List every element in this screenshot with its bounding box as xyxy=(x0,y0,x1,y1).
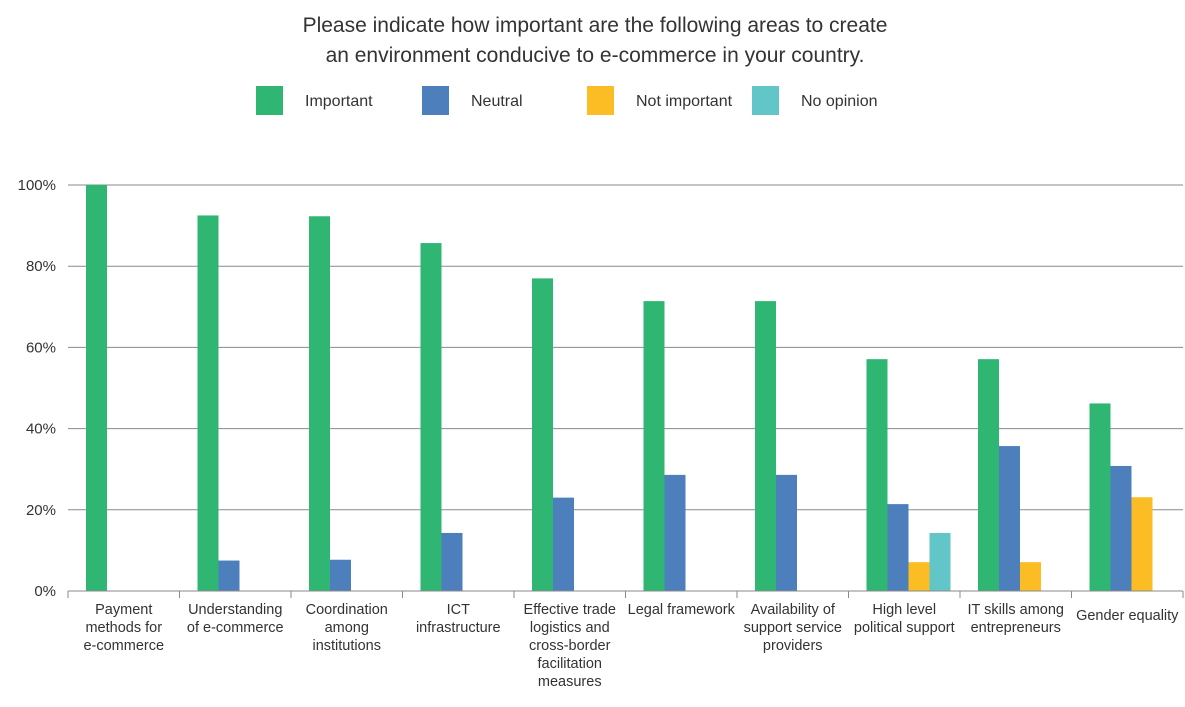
bar xyxy=(197,215,219,591)
y-axis-ticks: 0% 20% 40% 60% 80% 100% xyxy=(18,177,56,600)
legend-label: Not important xyxy=(636,93,733,110)
y-tick-label: 80% xyxy=(26,258,56,275)
x-category-label-line: entrepreneurs xyxy=(971,620,1061,636)
x-category-label: High level political support xyxy=(854,602,955,636)
bar xyxy=(929,532,951,591)
bar xyxy=(908,562,930,591)
legend-swatch xyxy=(422,86,449,115)
bar xyxy=(866,359,888,591)
y-tick-label: 0% xyxy=(34,583,56,600)
x-category-label-line: facilitation xyxy=(538,656,602,672)
x-category-label-line: support service xyxy=(744,620,842,636)
x-category-label-line: among xyxy=(325,620,369,636)
x-category-label-line: High level xyxy=(872,602,936,618)
legend-swatch xyxy=(256,86,283,115)
x-category-label-line: logistics and xyxy=(530,620,610,636)
bar xyxy=(999,446,1020,591)
bar xyxy=(1020,562,1041,591)
x-category-label-line: Effective trade xyxy=(524,602,616,618)
bar xyxy=(1110,465,1132,591)
x-category-label: Availability of support service providers xyxy=(744,602,842,654)
bar xyxy=(309,216,330,591)
x-category-label-line: political support xyxy=(854,620,955,636)
x-category-label: IT skills among entrepreneurs xyxy=(968,602,1064,636)
x-category-label: ICT infrastructure xyxy=(416,602,501,636)
x-category-label-line: institutions xyxy=(312,638,381,654)
x-category-label-line: Availability of xyxy=(751,602,836,618)
x-category-label-line: cross-border xyxy=(529,638,611,654)
x-category-label-line: providers xyxy=(763,638,823,654)
x-category-label-line: infrastructure xyxy=(416,620,501,636)
x-category-label-line: IT skills among xyxy=(968,602,1064,618)
x-axis xyxy=(67,590,1184,598)
x-category-label-line: measures xyxy=(538,674,602,690)
bar xyxy=(420,243,442,591)
x-category-label-line: ICT xyxy=(447,602,471,618)
chart-title-line: an environment conducive to e-commerce i… xyxy=(326,44,865,67)
x-category-label-line: of e-commerce xyxy=(187,620,284,636)
legend-label: No opinion xyxy=(801,93,878,110)
legend-label: Important xyxy=(305,93,373,110)
bar xyxy=(1089,403,1111,591)
y-tick-label: 20% xyxy=(26,502,56,519)
bar xyxy=(887,504,909,591)
bar xyxy=(664,474,686,591)
x-category-label: Gender equality xyxy=(1076,608,1179,624)
bar xyxy=(86,185,107,591)
legend-swatch xyxy=(587,86,614,115)
x-category-label-line: Coordination xyxy=(306,602,388,618)
legend-item: Neutral xyxy=(422,86,523,115)
chart-title-line: Please indicate how important are the fo… xyxy=(303,14,888,37)
x-category-label-line: methods for xyxy=(85,620,162,636)
x-category-label-line: e-commerce xyxy=(83,638,164,654)
legend-swatch xyxy=(752,86,779,115)
bar xyxy=(532,278,553,591)
y-tick-label: 60% xyxy=(26,339,56,356)
x-category-label: Legal framework xyxy=(628,602,736,618)
x-category-label-line: Gender equality xyxy=(1076,608,1179,624)
y-tick-label: 40% xyxy=(26,421,56,438)
legend-item: Not important xyxy=(587,86,733,115)
bar xyxy=(218,560,240,591)
chart-legend: Important Neutral Not important No opinion xyxy=(256,86,878,115)
bar xyxy=(441,532,463,591)
x-category-label-line: Understanding xyxy=(188,602,282,618)
x-category-label: Payment methods for e-commerce xyxy=(83,602,164,654)
bar xyxy=(1131,497,1153,591)
x-category-label: Coordination among institutions xyxy=(306,602,388,654)
bar xyxy=(330,559,351,591)
bar xyxy=(553,497,574,591)
bar xyxy=(755,301,776,591)
bar xyxy=(978,359,999,591)
y-tick-label: 100% xyxy=(18,177,56,194)
bar xyxy=(776,474,797,591)
x-category-label-line: Payment xyxy=(95,602,152,618)
x-category-label: Understanding of e-commerce xyxy=(187,602,284,636)
x-category-label: Effective trade logistics and cross-border… xyxy=(524,602,616,690)
legend-item: Important xyxy=(256,86,373,115)
category-labels: Payment methods for e-commerce Understandin… xyxy=(83,602,1179,690)
legend-label: Neutral xyxy=(471,93,523,110)
bars xyxy=(86,185,1153,591)
x-category-label-line: Legal framework xyxy=(628,602,736,618)
legend-item: No opinion xyxy=(752,86,878,115)
chart-title: Please indicate how important are the fo… xyxy=(303,14,888,67)
bar xyxy=(643,301,665,591)
